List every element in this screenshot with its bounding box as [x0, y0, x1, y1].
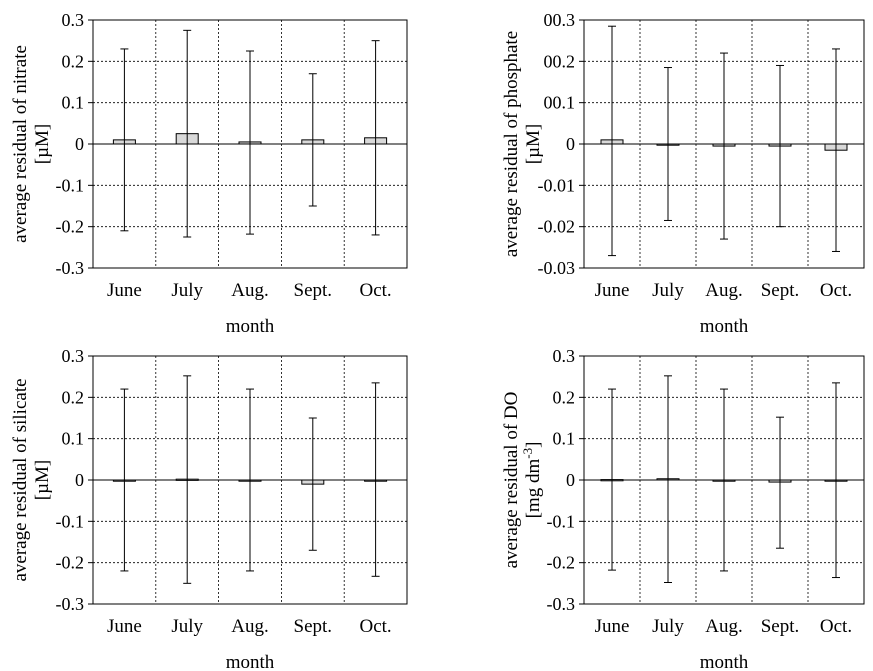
- y-tick-label: 0.2: [553, 387, 576, 407]
- y-axis-title-line1: average residual of phosphate: [501, 31, 522, 257]
- y-tick-label: -0.2: [56, 217, 85, 237]
- y-tick-label: -0.2: [547, 553, 576, 573]
- y-axis-unit-base: [mg dm: [523, 459, 544, 519]
- y-tick-label: 0: [566, 470, 575, 490]
- y-tick-label: 0.3: [62, 346, 85, 366]
- y-tick-label: 0: [566, 134, 575, 154]
- y-tick-label: 0.2: [62, 51, 85, 71]
- x-axis-title: month: [226, 316, 275, 337]
- y-axis-unit-exponent: -3: [520, 448, 535, 459]
- x-axis-title: month: [700, 316, 749, 337]
- x-tick-label: Oct.: [820, 616, 852, 637]
- x-tick-label: Aug.: [231, 280, 268, 301]
- y-tick-label: 0.1: [62, 93, 85, 113]
- y-axis-title-line2: [µM]: [32, 124, 53, 165]
- y-axis-unit-close: ]: [523, 442, 544, 448]
- y-tick-label: -0.1: [56, 511, 85, 531]
- x-tick-label: Aug.: [705, 616, 742, 637]
- y-axis-title-line1: average residual of DO: [501, 392, 522, 569]
- x-axis-title: month: [226, 652, 275, 671]
- x-tick-label: Sept.: [294, 280, 333, 301]
- x-tick-label: Oct.: [820, 280, 852, 301]
- y-tick-label: -0.1: [56, 175, 85, 195]
- x-tick-label: Sept.: [294, 616, 333, 637]
- y-tick-label: -0.3: [56, 594, 85, 614]
- x-tick-label: Oct.: [360, 280, 392, 301]
- x-tick-label: Oct.: [360, 616, 392, 637]
- y-tick-label: -0.2: [56, 553, 85, 573]
- y-tick-label: 00.2: [544, 51, 576, 71]
- y-tick-label: 0.3: [553, 346, 576, 366]
- y-tick-label: 0.3: [62, 10, 85, 30]
- y-tick-label: 0: [75, 470, 84, 490]
- y-tick-label: -0.03: [538, 258, 576, 278]
- y-axis-title-line2: [µM]: [32, 460, 53, 501]
- x-tick-label: July: [171, 280, 203, 301]
- y-tick-label: 0.2: [62, 387, 85, 407]
- y-axis-title-line1: average residual of nitrate: [10, 45, 31, 243]
- y-tick-label: 0.1: [553, 429, 576, 449]
- y-tick-label: 00.3: [544, 10, 576, 30]
- x-tick-label: Sept.: [761, 616, 800, 637]
- x-tick-label: Aug.: [231, 616, 268, 637]
- y-tick-label: 0: [75, 134, 84, 154]
- y-tick-label: -0.3: [56, 258, 85, 278]
- x-axis-title: month: [700, 652, 749, 671]
- y-tick-label: -0.3: [547, 594, 576, 614]
- y-tick-label: 00.1: [544, 93, 576, 113]
- x-tick-label: June: [595, 616, 630, 637]
- y-tick-label: -0.02: [538, 217, 576, 237]
- x-tick-label: June: [107, 280, 142, 301]
- y-axis-title-line2: [mg dm-3]: [520, 442, 544, 519]
- x-tick-label: Aug.: [705, 280, 742, 301]
- x-tick-label: June: [595, 280, 630, 301]
- x-tick-label: July: [652, 280, 684, 301]
- x-tick-label: July: [171, 616, 203, 637]
- y-tick-label: 0.1: [62, 429, 85, 449]
- chart-panel-1: -0.3 -0.2 -0.1 0 0.1 0.2 0.3 June July Aug. Sept. O…: [10, 10, 408, 337]
- y-tick-label: -0.01: [538, 175, 576, 195]
- y-tick-label: -0.1: [547, 511, 576, 531]
- y-axis-title-line2: [µM]: [523, 124, 544, 165]
- x-tick-label: Sept.: [761, 280, 800, 301]
- chart-panel-4: -0.3 -0.2 -0.1 0 0.1 0.2 0.3 June July Aug. Sept. O…: [501, 346, 865, 671]
- x-tick-label: June: [107, 616, 142, 637]
- x-tick-label: July: [652, 616, 684, 637]
- chart-panel-3: -0.3 -0.2 -0.1 0 0.1 0.2 0.3 June July Aug. Sept. O…: [10, 346, 408, 671]
- chart-panel-2: -0.03 -0.02 -0.01 0 00.1 00.2 00.3 June July Aug.…: [501, 10, 865, 337]
- y-axis-title-line1: average residual of silicate: [10, 378, 31, 581]
